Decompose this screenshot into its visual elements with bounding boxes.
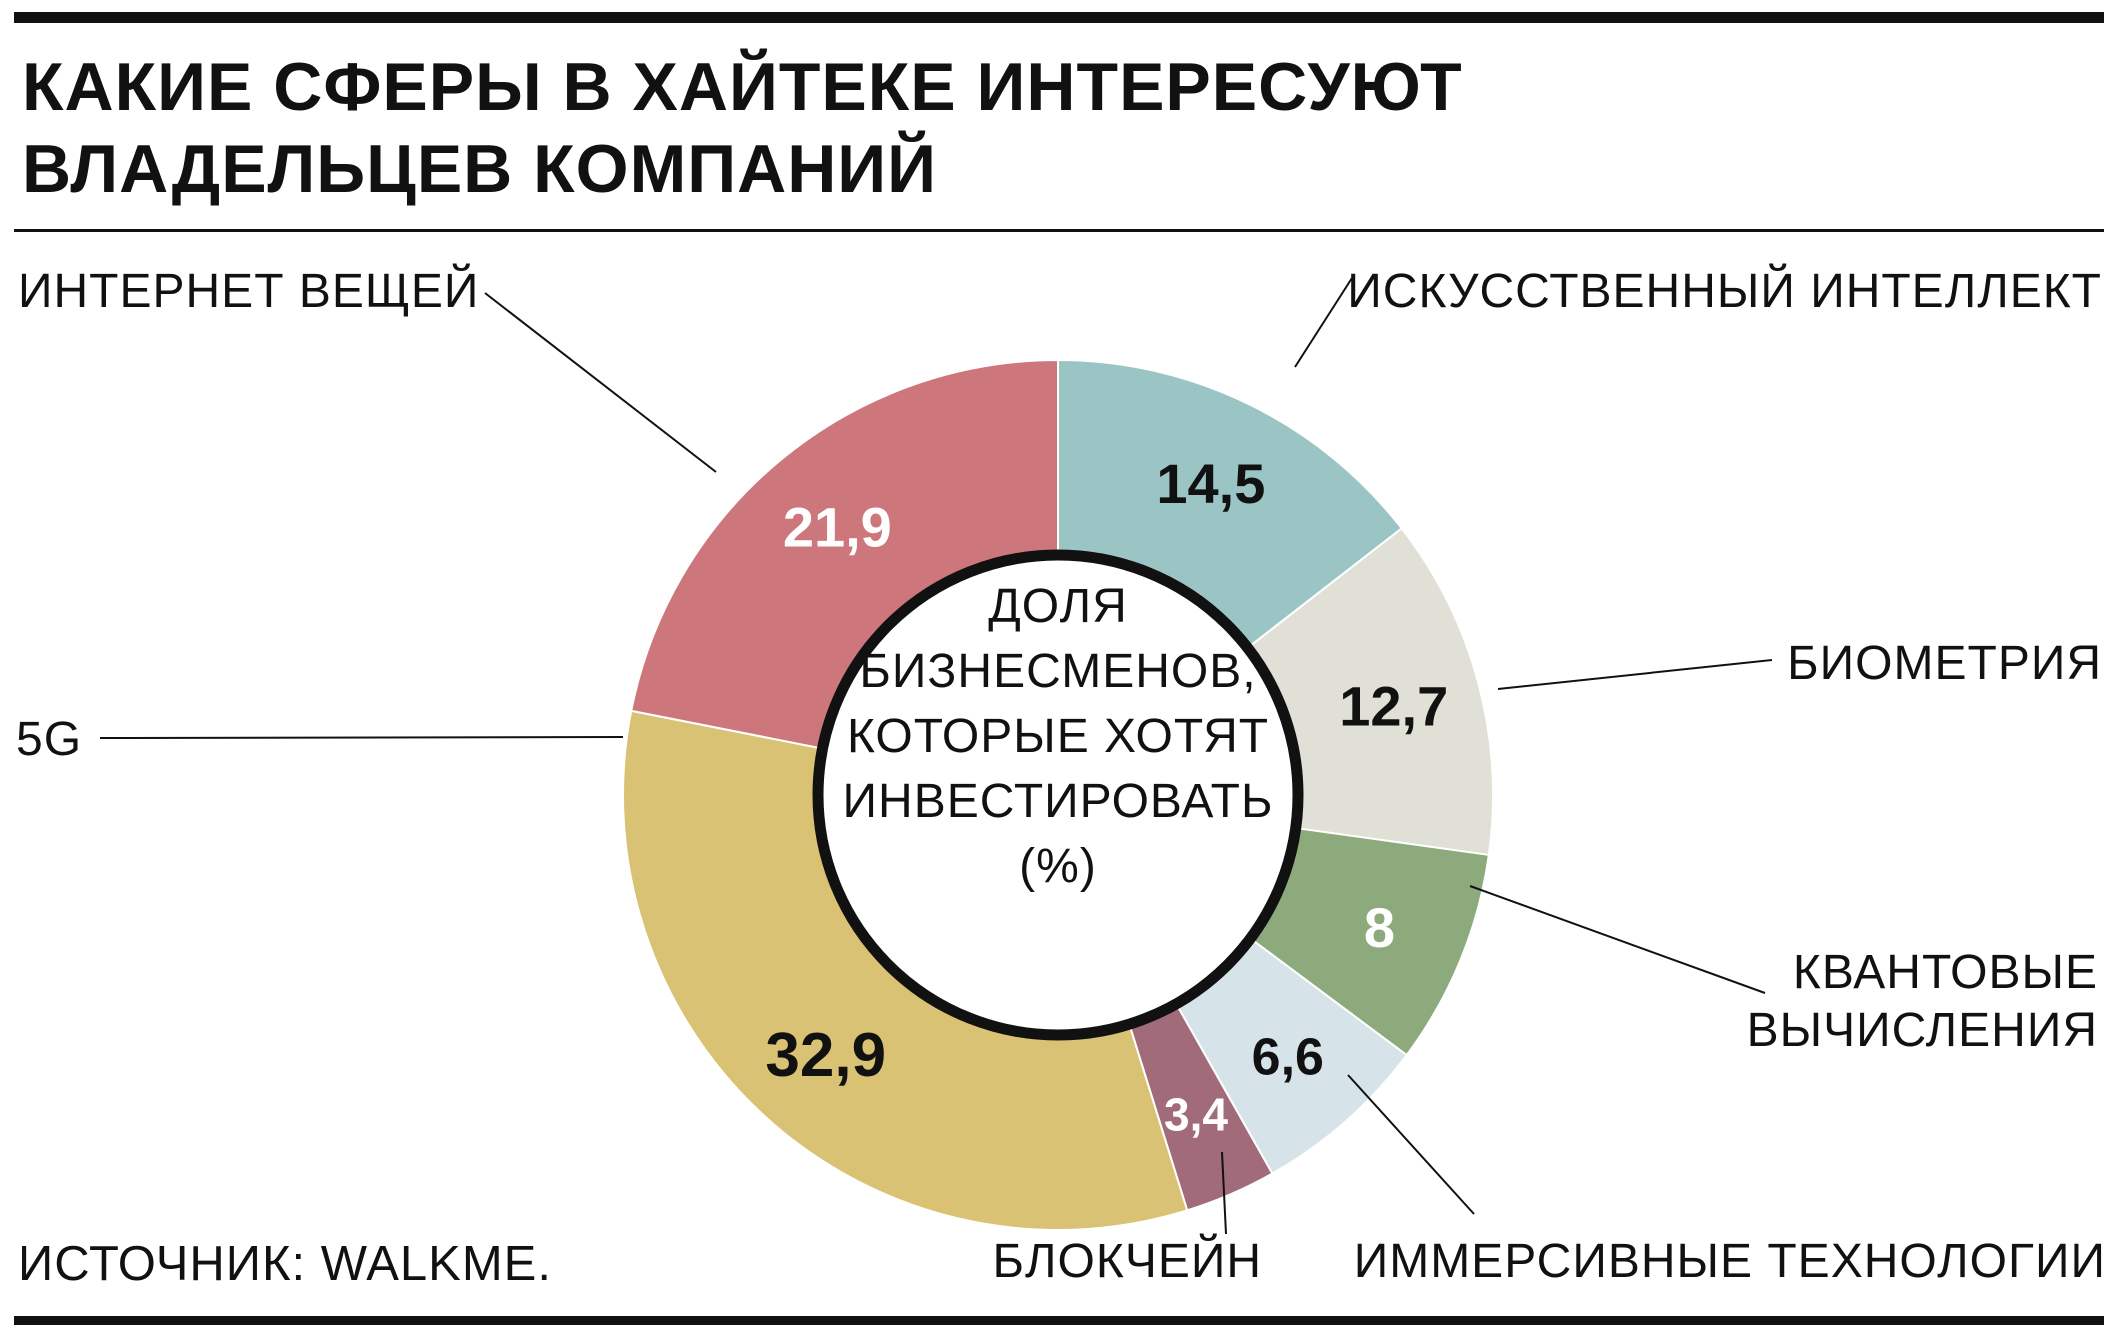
leader-line <box>99 736 624 739</box>
slice-category-label: ИСКУССТВЕННЫЙ ИНТЕЛЛЕКТ <box>1347 263 2102 318</box>
leader-line <box>1347 1074 1475 1215</box>
title-divider <box>14 229 2104 232</box>
slice-category-label: БЛОКЧЕЙН <box>993 1233 1262 1288</box>
center-label: ДОЛЯ БИЗНЕСМЕНОВ, КОТОРЫЕ ХОТЯТ ИНВЕСТИРОВА… <box>843 580 1274 893</box>
leader-line <box>1221 1151 1227 1235</box>
slice-category-label: ИНТЕРНЕТ ВЕЩЕЙ <box>18 263 479 318</box>
slice-value-label: 8 <box>1364 896 1395 959</box>
leader-line <box>1497 659 1773 690</box>
slice-value-label: 21,9 <box>783 496 892 559</box>
chart-title: КАКИЕ СФЕРЫ В ХАЙТЕКЕ ИНТЕРЕСУЮТ ВЛАДЕЛЬ… <box>22 46 1622 210</box>
slice-value-label: 14,5 <box>1156 452 1265 515</box>
slice-category-label: 5G <box>16 713 82 766</box>
slice-value-label: 12,7 <box>1339 675 1448 738</box>
slice-value-label: 3,4 <box>1164 1088 1228 1140</box>
chart-title-line-2: ВЛАДЕЛЬЦЕВ КОМПАНИЙ <box>22 131 938 207</box>
chart-title-line-1: КАКИЕ СФЕРЫ В ХАЙТЕКЕ ИНТЕРЕСУЮТ <box>22 49 1463 125</box>
donut-hole <box>812 549 1304 1041</box>
value-labels: 14,5 12,7 8 6,6 3,4 32,9 21,9 <box>765 452 1448 1140</box>
bottom-rule <box>14 1316 2104 1325</box>
leader-line <box>1294 277 1353 368</box>
slice-category-label: БИОМЕТРИЯ <box>1787 637 2102 690</box>
top-rule <box>14 12 2104 23</box>
leader-line <box>1469 885 1766 994</box>
slice-category-label: ИММЕРСИВНЫЕ ТЕХНОЛОГИИ <box>1354 1235 2106 1288</box>
slice-category-label: КВАНТОВЫЕ ВЫЧИСЛЕНИЯ <box>1747 946 2098 1057</box>
leader-line <box>484 292 717 473</box>
slice-value-label: 6,6 <box>1252 1028 1324 1086</box>
category-labels: ИСКУССТВЕННЫЙ ИНТЕЛЛЕКТ БИОМЕТРИЯ КВАНТОВЫ… <box>16 263 2106 1288</box>
leader-lines <box>99 277 1773 1235</box>
source-note: ИСТОЧНИК: WALKME. <box>18 1237 552 1291</box>
slice-value-label: 32,9 <box>765 1021 886 1090</box>
donut-slices <box>622 358 1494 1231</box>
